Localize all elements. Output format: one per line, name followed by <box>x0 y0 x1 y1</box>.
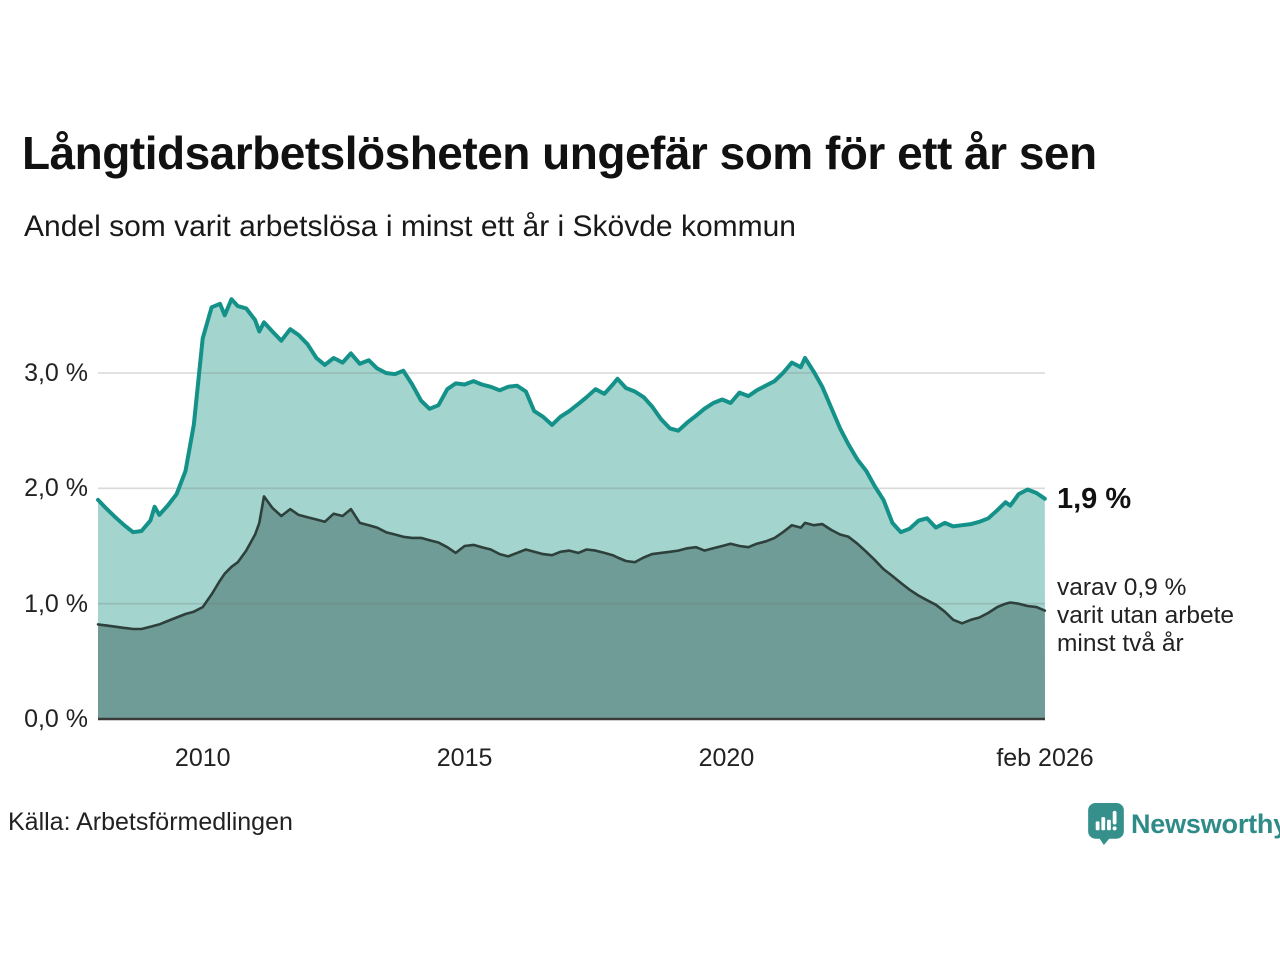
y-tick-label: 1,0 % <box>24 589 88 618</box>
y-tick-label: 2,0 % <box>24 474 88 503</box>
end-value-label: 1,9 % <box>1057 482 1132 515</box>
newsworthy-brand: Newsworthy <box>1088 803 1280 845</box>
newsworthy-wordmark: Newsworthy <box>1131 809 1280 839</box>
page-subtitle: Andel som varit arbetslösa i minst ett å… <box>24 210 796 243</box>
source-caption: Källa: Arbetsförmedlingen <box>8 808 293 836</box>
x-tick-label: 2010 <box>174 744 231 772</box>
series-note-line: varav 0,9 % <box>1057 574 1187 601</box>
series-note: varav 0,9 % varit utan arbete minst två … <box>1057 574 1234 658</box>
series-note-line: varit utan arbete <box>1057 602 1235 629</box>
x-tick-label: feb 2026 <box>996 744 1094 772</box>
y-tick-label: 0,0 % <box>24 705 88 733</box>
x-tick-label: 2020 <box>698 744 755 772</box>
newsworthy-logo-icon <box>1088 803 1124 845</box>
x-tick-label: 2015 <box>436 744 493 772</box>
y-tick-label: 3,0 % <box>24 359 88 387</box>
series-note-line: minst två år <box>1057 630 1184 657</box>
page-title: Långtidsarbetslösheten ungefär som för e… <box>22 127 1097 179</box>
